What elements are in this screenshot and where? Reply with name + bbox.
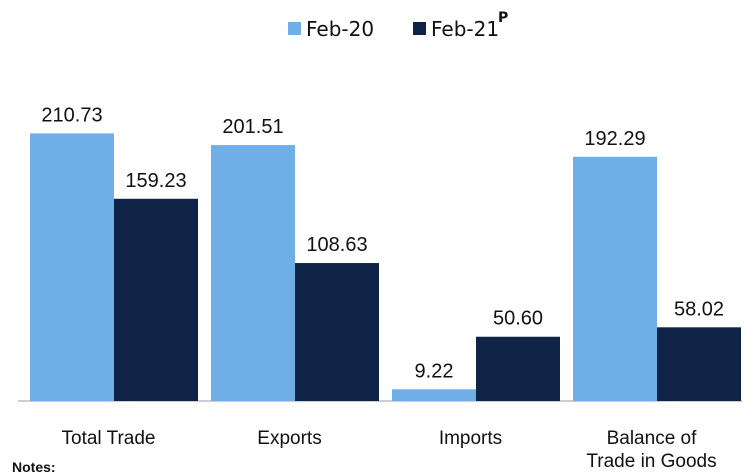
value-label-imports-feb-21: 50.60 [493, 308, 543, 330]
legend-label-feb-21: Feb-21 [431, 17, 499, 41]
bar-total-trade-feb-20 [30, 133, 114, 401]
value-label-total-trade-feb-20: 210.73 [41, 104, 102, 126]
bar-balance-of-trade-in-goods-feb-21 [657, 327, 741, 401]
legend-swatch-feb-20 [288, 22, 301, 35]
category-labels-group: Total Trade Exports Imports Balance of Trade… [62, 428, 717, 472]
bar-imports-feb-20 [392, 389, 476, 401]
bar-exports-feb-20 [211, 145, 295, 401]
value-label-imports-feb-20: 9.22 [415, 360, 454, 382]
category-label-balance-of-trade-in-goods: Balance of Trade in Goods [586, 428, 716, 472]
notes-label: Notes: [12, 459, 56, 475]
bar-imports-feb-21 [476, 336, 560, 401]
value-label-exports-feb-20: 201.51 [222, 116, 283, 138]
legend-superscript-p: P [498, 10, 508, 26]
legend-label-feb-20: Feb-20 [306, 17, 374, 41]
category-label-exports: Exports [257, 428, 321, 449]
value-label-balance-of-trade-in-goods-feb-20: 192.29 [584, 128, 645, 150]
category-label-total-trade: Total Trade [62, 428, 156, 449]
bars-group [30, 133, 741, 401]
legend: Feb-20 Feb-21 P [288, 10, 508, 41]
category-label-imports: Imports [439, 428, 502, 449]
value-label-balance-of-trade-in-goods-feb-21: 58.02 [674, 298, 724, 320]
legend-swatch-feb-21 [413, 22, 426, 35]
value-label-exports-feb-21: 108.63 [306, 234, 367, 256]
bar-total-trade-feb-21 [114, 198, 198, 401]
bar-exports-feb-21 [295, 263, 379, 401]
bar-balance-of-trade-in-goods-feb-20 [573, 156, 657, 401]
labels-group: 210.73 159.23 201.51 108.63 9.22 50.60 192.29 5… [41, 104, 724, 382]
value-label-total-trade-feb-21: 159.23 [125, 170, 186, 192]
